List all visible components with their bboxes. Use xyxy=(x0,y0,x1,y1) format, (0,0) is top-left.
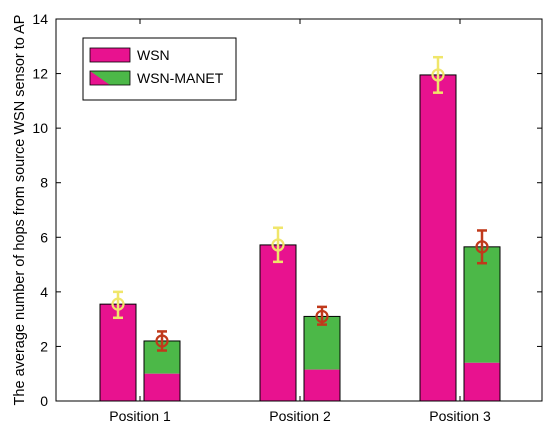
legend-label-wsn: WSN xyxy=(137,47,170,63)
error-bar xyxy=(475,229,489,265)
y-axis-ticks: 0 2 4 6 8 10 12 14 xyxy=(32,11,542,409)
error-bar xyxy=(111,290,125,320)
bar-wsn xyxy=(259,244,297,402)
y-tick-label: 8 xyxy=(40,175,48,191)
y-tick-label: 2 xyxy=(40,338,48,354)
bar-wsn-manet-manet-part xyxy=(464,246,500,363)
error-bars-group xyxy=(111,55,489,352)
x-tick-label: Position 2 xyxy=(269,408,331,424)
y-axis-label: The average number of hops from source W… xyxy=(12,15,28,406)
legend-swatch-wsn-manet xyxy=(89,70,131,86)
bar-wsn-manet-wsn-part xyxy=(304,369,340,401)
y-tick-label: 6 xyxy=(40,229,48,245)
error-bar xyxy=(315,305,329,326)
bar-wsn xyxy=(419,74,457,402)
error-bar xyxy=(155,330,169,352)
legend: WSN WSN-MANET xyxy=(82,37,237,101)
bar-wsn-manet-wsn-part xyxy=(144,373,180,401)
error-bar xyxy=(431,55,445,94)
y-tick-label: 14 xyxy=(32,11,48,27)
bar-wsn xyxy=(99,303,137,402)
x-axis-ticks: Position 1 Position 2 Position 3 xyxy=(109,19,491,424)
legend-label-wsn-manet: WSN-MANET xyxy=(137,70,224,86)
x-tick-label: Position 3 xyxy=(429,408,491,424)
error-bar xyxy=(271,226,285,264)
bars-group xyxy=(99,74,501,402)
bar-wsn-manet-wsn-part xyxy=(464,362,500,401)
y-tick-label: 12 xyxy=(32,66,48,82)
y-tick-label: 10 xyxy=(32,120,48,136)
x-tick-label: Position 1 xyxy=(109,408,171,424)
y-tick-label: 0 xyxy=(40,393,48,409)
legend-swatch-wsn xyxy=(89,47,131,63)
y-tick-label: 4 xyxy=(40,284,48,300)
